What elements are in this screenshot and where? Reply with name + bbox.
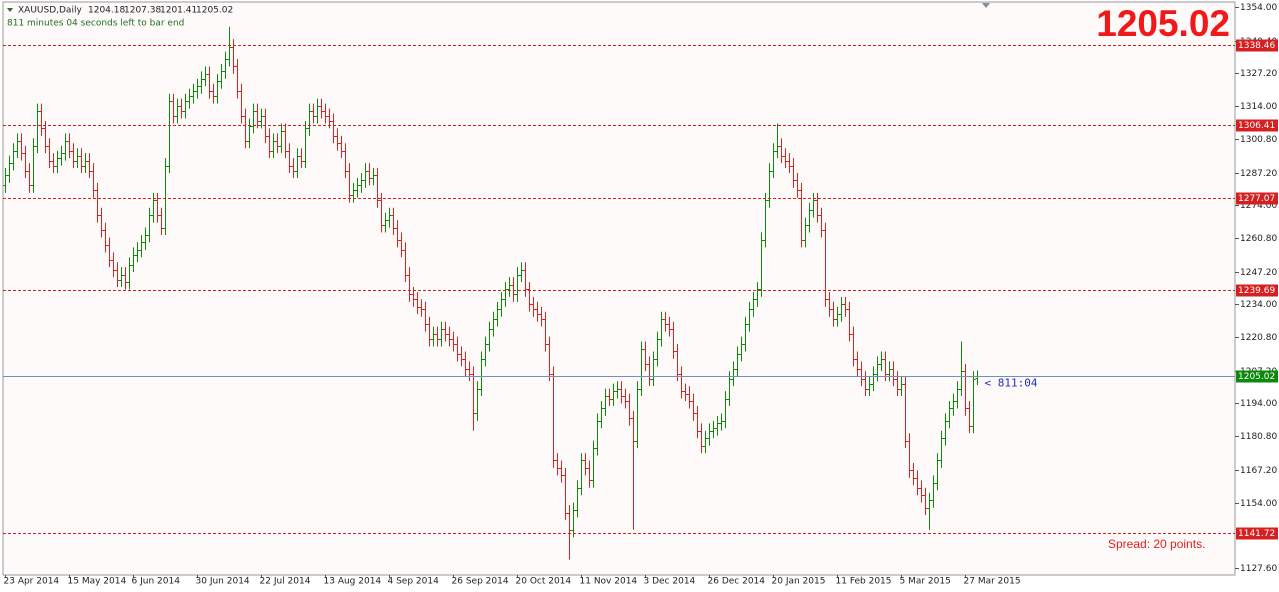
y-tick-label: 1167.20 — [1240, 466, 1277, 476]
x-tick-label: 6 Jun 2014 — [132, 577, 181, 587]
y-tick-label: 1327.20 — [1240, 69, 1277, 79]
symbol-title: XAUUSD,Daily — [18, 6, 82, 16]
level-label: 1338.46 — [1238, 41, 1275, 51]
x-tick-label: 15 May 2014 — [68, 577, 127, 587]
y-tick-label: 1247.20 — [1240, 268, 1277, 278]
subtitle: 811 minutes 04 seconds left to bar end — [7, 19, 184, 29]
x-tick-label: 22 Jul 2014 — [260, 577, 311, 587]
shift-marker — [982, 3, 990, 8]
x-tick-label: 26 Dec 2014 — [708, 577, 766, 587]
y-tick-label: 1180.80 — [1240, 432, 1277, 442]
header-low: 1201.41 — [160, 6, 197, 16]
level-label-box — [1236, 192, 1278, 205]
x-tick-label: 26 Sep 2014 — [452, 577, 509, 587]
y-tick-label: 1154.00 — [1240, 499, 1277, 509]
countdown-label: < 811:04 — [985, 377, 1038, 390]
price-label: 1205.02 — [1238, 372, 1275, 382]
level-label: 1141.72 — [1238, 529, 1275, 539]
x-tick-label: 11 Feb 2015 — [836, 577, 892, 587]
x-tick-label: 20 Jan 2015 — [772, 577, 826, 587]
y-tick-label: 1354.00 — [1240, 3, 1277, 13]
y-tick-label: 1127.60 — [1240, 564, 1277, 574]
level-label-box — [1236, 39, 1278, 52]
x-tick-label: 27 Mar 2015 — [964, 577, 1021, 587]
x-tick-label: 4 Sep 2014 — [388, 577, 440, 587]
level-label-box — [1236, 284, 1278, 297]
y-tick-label: 1274.00 — [1240, 201, 1277, 211]
x-tick-label: 23 Apr 2014 — [4, 577, 60, 587]
y-tick-label: 1260.80 — [1240, 234, 1277, 244]
header-open: 1204.18 — [88, 6, 125, 16]
x-tick-label: 11 Nov 2014 — [580, 577, 638, 587]
y-tick-label: 1234.00 — [1240, 300, 1277, 310]
y-tick-label: 1314.00 — [1240, 102, 1277, 112]
spread-label: Spread: 20 points. — [1108, 537, 1205, 551]
header-high: 1207.38 — [124, 6, 161, 16]
x-tick-label: 20 Oct 2014 — [516, 577, 572, 587]
level-label: 1277.07 — [1238, 194, 1275, 204]
level-label-box — [1236, 119, 1278, 132]
big-price: 1205.02 — [1096, 3, 1230, 44]
price-label-box — [1236, 370, 1278, 383]
x-tick-label: 5 Mar 2015 — [900, 577, 951, 587]
level-label: 1306.41 — [1238, 121, 1275, 131]
header-close: 1205.02 — [196, 6, 233, 16]
level-label-box — [1236, 527, 1278, 540]
level-label: 1239.69 — [1238, 286, 1275, 296]
menu-triangle — [7, 8, 13, 12]
x-tick-label: 30 Jun 2014 — [196, 577, 250, 587]
y-tick-label: 1220.80 — [1240, 333, 1277, 343]
y-tick-label: 1300.80 — [1240, 135, 1277, 145]
y-tick-label: 1194.00 — [1240, 399, 1277, 409]
plot-area — [2, 1, 1236, 576]
y-tick-label: 1287.20 — [1240, 169, 1277, 179]
x-tick-label: 13 Aug 2014 — [324, 577, 382, 587]
x-tick-label: 3 Dec 2014 — [644, 577, 696, 587]
